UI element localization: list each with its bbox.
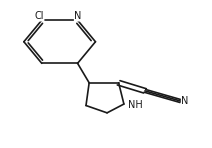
Text: Cl: Cl <box>35 12 44 21</box>
Text: N: N <box>181 96 188 106</box>
Text: N: N <box>74 12 81 21</box>
Text: NH: NH <box>128 100 143 110</box>
